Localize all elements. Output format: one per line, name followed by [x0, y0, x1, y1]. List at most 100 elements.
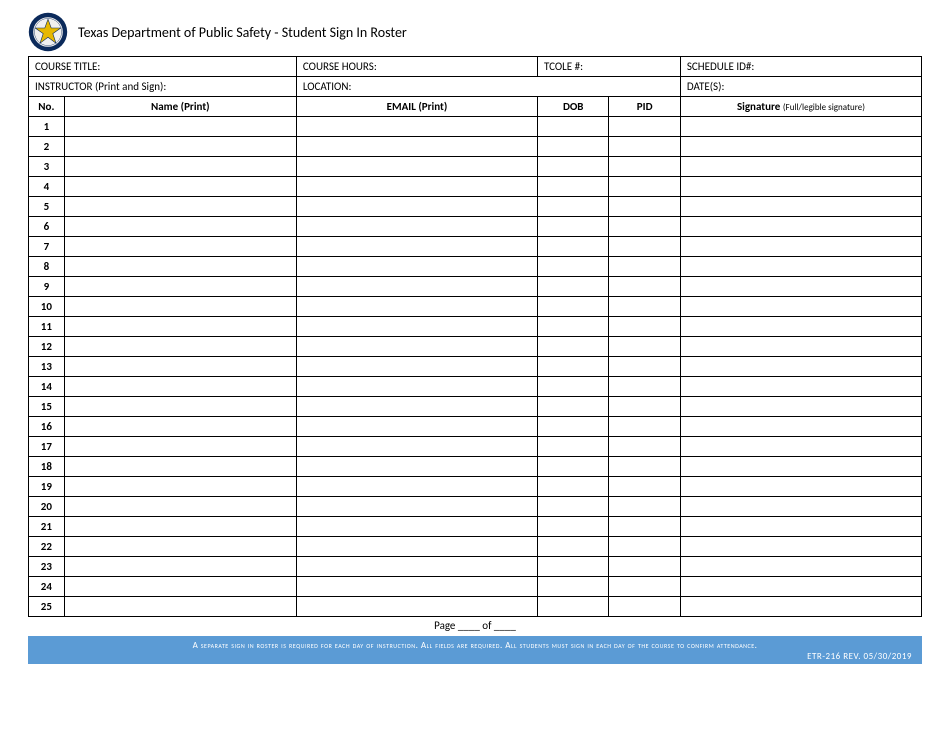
cell-dob[interactable] [538, 537, 609, 557]
cell-name[interactable] [64, 277, 296, 297]
cell-dob[interactable] [538, 457, 609, 477]
cell-signature[interactable] [680, 537, 921, 557]
cell-dob[interactable] [538, 217, 609, 237]
cell-dob[interactable] [538, 517, 609, 537]
cell-email[interactable] [296, 237, 537, 257]
cell-dob[interactable] [538, 337, 609, 357]
cell-name[interactable] [64, 197, 296, 217]
cell-signature[interactable] [680, 157, 921, 177]
cell-email[interactable] [296, 497, 537, 517]
cell-name[interactable] [64, 597, 296, 617]
cell-signature[interactable] [680, 577, 921, 597]
cell-name[interactable] [64, 537, 296, 557]
cell-dob[interactable] [538, 397, 609, 417]
cell-pid[interactable] [609, 297, 680, 317]
cell-dob[interactable] [538, 437, 609, 457]
cell-dob[interactable] [538, 357, 609, 377]
cell-dob[interactable] [538, 117, 609, 137]
cell-pid[interactable] [609, 357, 680, 377]
cell-pid[interactable] [609, 257, 680, 277]
cell-email[interactable] [296, 457, 537, 477]
cell-email[interactable] [296, 357, 537, 377]
cell-signature[interactable] [680, 317, 921, 337]
cell-dob[interactable] [538, 377, 609, 397]
cell-name[interactable] [64, 557, 296, 577]
cell-signature[interactable] [680, 477, 921, 497]
cell-signature[interactable] [680, 497, 921, 517]
cell-name[interactable] [64, 357, 296, 377]
cell-email[interactable] [296, 417, 537, 437]
cell-pid[interactable] [609, 377, 680, 397]
cell-name[interactable] [64, 377, 296, 397]
cell-name[interactable] [64, 417, 296, 437]
cell-pid[interactable] [609, 117, 680, 137]
cell-dob[interactable] [538, 137, 609, 157]
cell-name[interactable] [64, 177, 296, 197]
cell-email[interactable] [296, 177, 537, 197]
cell-signature[interactable] [680, 197, 921, 217]
cell-pid[interactable] [609, 157, 680, 177]
cell-name[interactable] [64, 477, 296, 497]
cell-pid[interactable] [609, 577, 680, 597]
cell-dob[interactable] [538, 177, 609, 197]
cell-email[interactable] [296, 537, 537, 557]
cell-email[interactable] [296, 197, 537, 217]
cell-dob[interactable] [538, 597, 609, 617]
location-cell[interactable]: LOCATION: [296, 77, 680, 97]
cell-dob[interactable] [538, 317, 609, 337]
cell-name[interactable] [64, 577, 296, 597]
cell-pid[interactable] [609, 217, 680, 237]
cell-signature[interactable] [680, 257, 921, 277]
cell-email[interactable] [296, 477, 537, 497]
cell-signature[interactable] [680, 237, 921, 257]
cell-email[interactable] [296, 257, 537, 277]
cell-signature[interactable] [680, 217, 921, 237]
cell-pid[interactable] [609, 517, 680, 537]
cell-email[interactable] [296, 297, 537, 317]
cell-name[interactable] [64, 337, 296, 357]
cell-signature[interactable] [680, 597, 921, 617]
cell-pid[interactable] [609, 497, 680, 517]
cell-pid[interactable] [609, 477, 680, 497]
cell-pid[interactable] [609, 317, 680, 337]
cell-dob[interactable] [538, 297, 609, 317]
cell-dob[interactable] [538, 477, 609, 497]
cell-email[interactable] [296, 517, 537, 537]
cell-email[interactable] [296, 577, 537, 597]
cell-email[interactable] [296, 317, 537, 337]
cell-signature[interactable] [680, 517, 921, 537]
cell-name[interactable] [64, 237, 296, 257]
cell-email[interactable] [296, 377, 537, 397]
cell-dob[interactable] [538, 257, 609, 277]
cell-signature[interactable] [680, 377, 921, 397]
cell-name[interactable] [64, 217, 296, 237]
cell-name[interactable] [64, 257, 296, 277]
cell-dob[interactable] [538, 557, 609, 577]
cell-dob[interactable] [538, 417, 609, 437]
cell-signature[interactable] [680, 417, 921, 437]
schedule-id-cell[interactable]: SCHEDULE ID#: [680, 57, 921, 77]
cell-email[interactable] [296, 337, 537, 357]
cell-email[interactable] [296, 437, 537, 457]
cell-signature[interactable] [680, 357, 921, 377]
instructor-cell[interactable]: INSTRUCTOR (Print and Sign): [29, 77, 297, 97]
cell-signature[interactable] [680, 397, 921, 417]
cell-name[interactable] [64, 437, 296, 457]
cell-dob[interactable] [538, 197, 609, 217]
cell-pid[interactable] [609, 337, 680, 357]
cell-dob[interactable] [538, 237, 609, 257]
cell-email[interactable] [296, 557, 537, 577]
cell-email[interactable] [296, 397, 537, 417]
cell-pid[interactable] [609, 197, 680, 217]
cell-email[interactable] [296, 597, 537, 617]
cell-name[interactable] [64, 317, 296, 337]
cell-email[interactable] [296, 117, 537, 137]
cell-email[interactable] [296, 157, 537, 177]
cell-signature[interactable] [680, 177, 921, 197]
course-hours-cell[interactable]: COURSE HOURS: [296, 57, 537, 77]
cell-name[interactable] [64, 457, 296, 477]
cell-name[interactable] [64, 497, 296, 517]
cell-signature[interactable] [680, 457, 921, 477]
cell-dob[interactable] [538, 157, 609, 177]
cell-name[interactable] [64, 517, 296, 537]
